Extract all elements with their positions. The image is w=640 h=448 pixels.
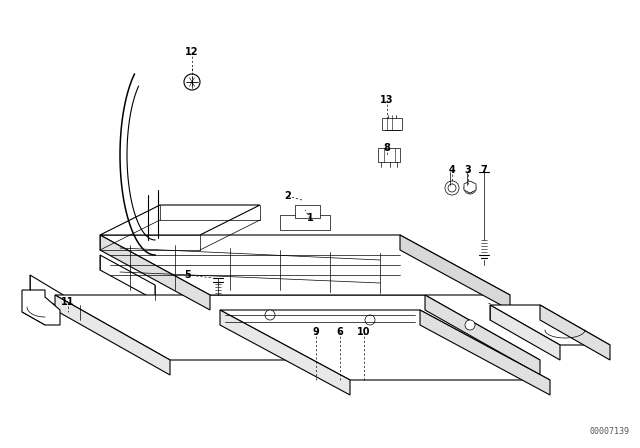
Polygon shape xyxy=(220,310,550,380)
Circle shape xyxy=(448,184,456,192)
Text: 9: 9 xyxy=(312,327,319,337)
Text: 4: 4 xyxy=(449,165,456,175)
Polygon shape xyxy=(220,310,350,395)
Polygon shape xyxy=(100,205,260,235)
Circle shape xyxy=(265,310,275,320)
Circle shape xyxy=(464,182,476,194)
Polygon shape xyxy=(464,181,476,193)
Text: 5: 5 xyxy=(184,270,191,280)
Polygon shape xyxy=(55,295,540,360)
Polygon shape xyxy=(382,118,402,130)
Polygon shape xyxy=(425,295,540,375)
Text: 6: 6 xyxy=(337,327,344,337)
Polygon shape xyxy=(490,305,610,345)
Circle shape xyxy=(467,187,473,193)
Text: 13: 13 xyxy=(380,95,394,105)
Polygon shape xyxy=(100,235,210,310)
Text: 2: 2 xyxy=(285,191,291,201)
Circle shape xyxy=(184,74,200,90)
Text: 3: 3 xyxy=(465,165,472,175)
Text: 8: 8 xyxy=(383,143,390,153)
Polygon shape xyxy=(100,235,510,295)
Polygon shape xyxy=(280,215,330,230)
Polygon shape xyxy=(30,275,80,320)
Polygon shape xyxy=(295,205,320,218)
Text: 11: 11 xyxy=(61,297,75,307)
Circle shape xyxy=(465,320,475,330)
Text: 7: 7 xyxy=(481,165,488,175)
Polygon shape xyxy=(540,305,610,360)
Polygon shape xyxy=(400,235,510,310)
Text: 12: 12 xyxy=(185,47,199,57)
Text: 10: 10 xyxy=(357,327,371,337)
Circle shape xyxy=(365,315,375,325)
Polygon shape xyxy=(55,295,170,375)
Polygon shape xyxy=(490,305,560,360)
Polygon shape xyxy=(100,255,155,300)
Text: 1: 1 xyxy=(307,213,314,223)
Polygon shape xyxy=(22,290,60,325)
Polygon shape xyxy=(420,310,550,395)
Polygon shape xyxy=(378,148,400,162)
Circle shape xyxy=(445,181,459,195)
Text: 00007139: 00007139 xyxy=(590,427,630,436)
